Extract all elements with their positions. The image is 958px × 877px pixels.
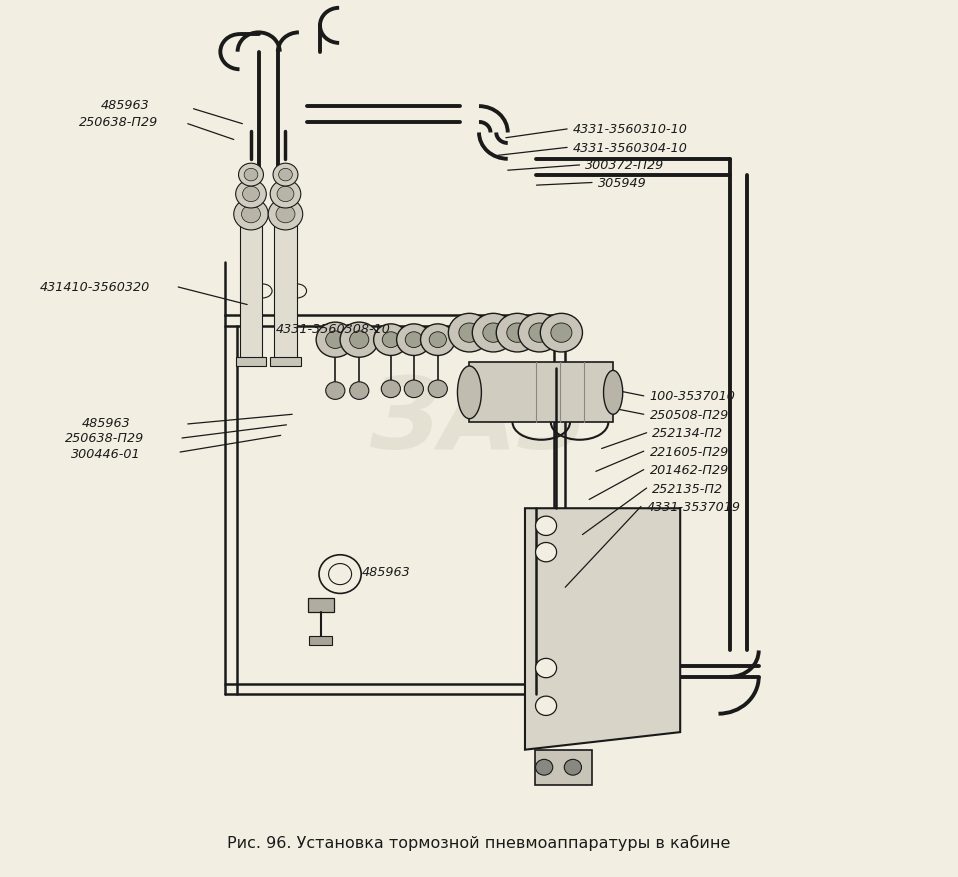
Circle shape — [277, 187, 294, 203]
Circle shape — [350, 332, 369, 349]
Circle shape — [529, 324, 550, 343]
Circle shape — [536, 759, 553, 775]
Circle shape — [381, 381, 400, 398]
Circle shape — [472, 314, 514, 353]
Circle shape — [536, 543, 557, 562]
Text: 201462-П29: 201462-П29 — [650, 464, 729, 476]
Circle shape — [326, 382, 345, 400]
Circle shape — [279, 169, 292, 182]
Text: 100-3537010: 100-3537010 — [650, 390, 736, 403]
Circle shape — [374, 324, 408, 356]
Circle shape — [382, 332, 399, 348]
Circle shape — [429, 332, 446, 348]
Circle shape — [329, 564, 352, 585]
Polygon shape — [240, 224, 262, 360]
Polygon shape — [309, 636, 332, 645]
Circle shape — [536, 517, 557, 536]
Circle shape — [316, 323, 354, 358]
Text: 485963: 485963 — [362, 566, 411, 578]
Polygon shape — [525, 509, 680, 750]
Circle shape — [405, 332, 422, 348]
Circle shape — [421, 324, 455, 356]
Circle shape — [397, 324, 431, 356]
Text: 4331-3537019: 4331-3537019 — [647, 501, 741, 513]
Text: 4331-3560304-10: 4331-3560304-10 — [573, 142, 688, 154]
Polygon shape — [535, 750, 592, 785]
Text: 305949: 305949 — [598, 177, 647, 189]
Text: 485963: 485963 — [81, 417, 130, 429]
Circle shape — [404, 381, 423, 398]
Text: 485963: 485963 — [101, 99, 149, 111]
Text: 431410-3560320: 431410-3560320 — [40, 282, 150, 294]
Text: 252134-П2: 252134-П2 — [652, 427, 723, 439]
Circle shape — [270, 181, 301, 209]
Circle shape — [268, 199, 303, 231]
Circle shape — [276, 206, 295, 224]
Circle shape — [241, 206, 261, 224]
Circle shape — [459, 324, 480, 343]
Text: 221605-П29: 221605-П29 — [650, 446, 729, 458]
Circle shape — [518, 314, 560, 353]
Text: 4331-3560308-10: 4331-3560308-10 — [276, 323, 391, 335]
Text: 250638-П29: 250638-П29 — [79, 117, 158, 129]
Circle shape — [239, 164, 263, 187]
Circle shape — [319, 555, 361, 594]
Circle shape — [448, 314, 490, 353]
Text: 300446-01: 300446-01 — [71, 448, 141, 460]
Circle shape — [273, 164, 298, 187]
Circle shape — [551, 324, 572, 343]
Circle shape — [564, 759, 582, 775]
Circle shape — [242, 187, 260, 203]
Ellipse shape — [457, 367, 481, 419]
Circle shape — [536, 659, 557, 678]
Polygon shape — [236, 358, 266, 367]
Polygon shape — [270, 358, 301, 367]
Circle shape — [540, 314, 582, 353]
Circle shape — [236, 181, 266, 209]
Text: 250638-П29: 250638-П29 — [65, 432, 145, 445]
Circle shape — [536, 696, 557, 716]
Circle shape — [340, 323, 378, 358]
Circle shape — [350, 382, 369, 400]
Ellipse shape — [604, 371, 623, 415]
Text: 250508-П29: 250508-П29 — [650, 409, 729, 421]
Circle shape — [507, 324, 528, 343]
Text: 252135-П2: 252135-П2 — [652, 482, 723, 495]
Text: 300372-П29: 300372-П29 — [585, 160, 665, 172]
Circle shape — [483, 324, 504, 343]
Text: Рис. 96. Установка тормозной пневмоаппаратуры в кабине: Рис. 96. Установка тормозной пневмоаппар… — [227, 834, 731, 850]
Circle shape — [496, 314, 538, 353]
Circle shape — [428, 381, 447, 398]
Text: ЗАЗ: ЗАЗ — [370, 373, 588, 469]
Polygon shape — [308, 598, 334, 612]
Polygon shape — [469, 363, 613, 423]
Circle shape — [326, 332, 345, 349]
Circle shape — [244, 169, 258, 182]
Polygon shape — [274, 224, 297, 360]
Circle shape — [234, 199, 268, 231]
Text: 4331-3560310-10: 4331-3560310-10 — [573, 124, 688, 136]
